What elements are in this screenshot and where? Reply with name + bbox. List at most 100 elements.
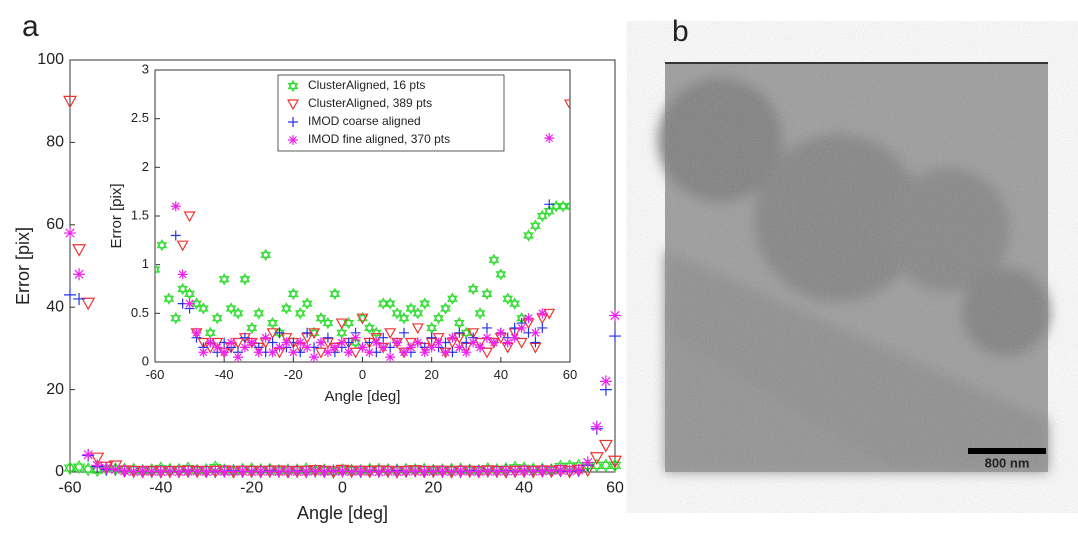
y-tick-label: 0 [55, 463, 64, 480]
data-point [62, 95, 78, 109]
data-point [205, 337, 216, 348]
data-point [295, 337, 306, 348]
y-tick-label: 0.5 [131, 305, 149, 320]
x-tick-label: 20 [424, 480, 442, 497]
data-point [509, 297, 521, 310]
data-point [64, 288, 76, 301]
legend-marker [288, 135, 298, 145]
data-point [536, 209, 548, 223]
data-point [100, 462, 113, 475]
data-point [454, 327, 465, 338]
data-point [364, 347, 375, 358]
data-point [302, 342, 313, 353]
data-point [322, 347, 333, 358]
data-point [318, 465, 331, 478]
data-point [288, 347, 299, 358]
data-point [155, 263, 161, 276]
data-point [354, 465, 367, 478]
data-point [182, 465, 195, 478]
data-point [136, 465, 149, 478]
micrograph: 800 nm [658, 62, 1050, 472]
data-point [463, 465, 476, 478]
data-point [260, 248, 272, 262]
data-point [343, 316, 355, 330]
data-point [411, 323, 424, 335]
scale-bar-label: 800 nm [985, 455, 1030, 470]
data-point [260, 332, 271, 343]
data-point [572, 463, 585, 476]
data-point [281, 337, 292, 348]
data-point [72, 244, 87, 257]
data-point [274, 342, 285, 353]
y-tick-label: 20 [46, 381, 64, 398]
data-point [554, 464, 567, 477]
data-point [426, 332, 437, 343]
data-point [253, 347, 264, 358]
x-axis-label: Angle [deg] [325, 388, 401, 405]
data-point [530, 327, 541, 338]
data-point [336, 337, 347, 348]
data-point [495, 268, 507, 281]
data-point [363, 465, 376, 478]
data-point [343, 347, 354, 358]
data-point [433, 311, 444, 325]
data-point [412, 307, 424, 320]
data-point [412, 337, 423, 348]
data-point [198, 347, 209, 358]
data-point [253, 307, 265, 320]
data-point [436, 465, 449, 478]
data-point [398, 311, 410, 325]
x-tick-label: -20 [284, 367, 303, 382]
data-point [454, 342, 465, 353]
data-point [447, 292, 458, 305]
data-point [454, 464, 467, 477]
data-point [316, 337, 326, 348]
data-point [467, 328, 480, 340]
x-tick-label: -60 [58, 480, 81, 497]
data-point [419, 347, 430, 358]
data-point [537, 308, 548, 319]
data-point [391, 465, 403, 478]
data-point [509, 465, 522, 478]
data-point [563, 99, 570, 111]
data-point [177, 282, 189, 296]
data-point [472, 465, 485, 478]
data-point [170, 311, 182, 325]
data-point [263, 465, 276, 478]
data-point [322, 316, 334, 330]
data-point [488, 253, 500, 267]
data-point [381, 465, 394, 478]
data-point [400, 465, 413, 478]
data-point [426, 342, 437, 353]
y-tick-label: 1.5 [131, 207, 149, 222]
x-tick-label: 60 [563, 367, 577, 382]
data-point [500, 464, 512, 477]
data-point [599, 458, 613, 473]
data-point [409, 465, 422, 478]
data-point [391, 307, 403, 320]
x-tick-label: 40 [494, 367, 508, 382]
data-point [475, 342, 486, 353]
data-point [474, 307, 486, 320]
data-point [598, 439, 613, 453]
legend-label: IMOD coarse aligned [308, 114, 421, 128]
data-point [177, 269, 188, 280]
data-point [399, 347, 409, 358]
data-point [239, 342, 250, 353]
data-point [212, 342, 223, 353]
y-axis-label: Error [pix] [13, 227, 33, 305]
data-point [300, 465, 313, 478]
data-point [218, 465, 231, 478]
panel-label: a [22, 10, 39, 43]
data-point [232, 307, 244, 320]
data-point [227, 465, 240, 478]
data-point [345, 465, 358, 478]
data-point [378, 342, 389, 353]
data-point [481, 287, 493, 301]
data-point [73, 292, 86, 305]
data-point [405, 342, 416, 353]
data-point [385, 352, 396, 362]
data-point [302, 327, 313, 338]
data-point [335, 318, 348, 330]
data-point [536, 464, 549, 477]
